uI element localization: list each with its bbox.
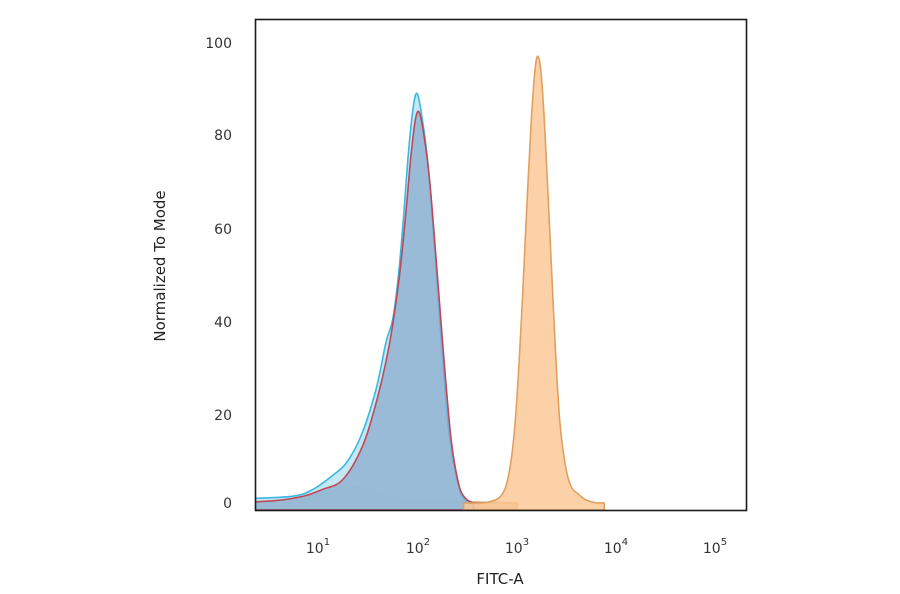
x-axis: 101 102 103 104 105 bbox=[306, 537, 727, 557]
y-tick-label: 80 bbox=[214, 128, 232, 144]
series-layer bbox=[256, 55, 606, 510]
x-tick-label: 105 bbox=[703, 537, 727, 557]
x-tick-label: 103 bbox=[505, 537, 529, 557]
plot-area bbox=[256, 20, 746, 510]
y-tick-label: 20 bbox=[214, 408, 232, 424]
histogram-series-antibody-stained-orange bbox=[462, 55, 606, 510]
x-tick-label: 101 bbox=[306, 537, 330, 557]
x-tick-label: 102 bbox=[406, 537, 430, 557]
y-axis-title: Normalized To Mode bbox=[151, 190, 169, 341]
plot-frame bbox=[254, 18, 748, 512]
y-tick-label: 0 bbox=[223, 496, 232, 512]
y-tick-label: 100 bbox=[205, 36, 232, 52]
x-tick-label: 104 bbox=[604, 537, 628, 557]
x-axis-title: FITC-A bbox=[476, 570, 524, 588]
y-axis: 100 80 60 40 20 0 bbox=[205, 36, 232, 512]
y-tick-label: 60 bbox=[214, 222, 232, 238]
histogram-series-isotype-control-red bbox=[256, 110, 475, 510]
y-tick-label: 40 bbox=[214, 315, 232, 331]
